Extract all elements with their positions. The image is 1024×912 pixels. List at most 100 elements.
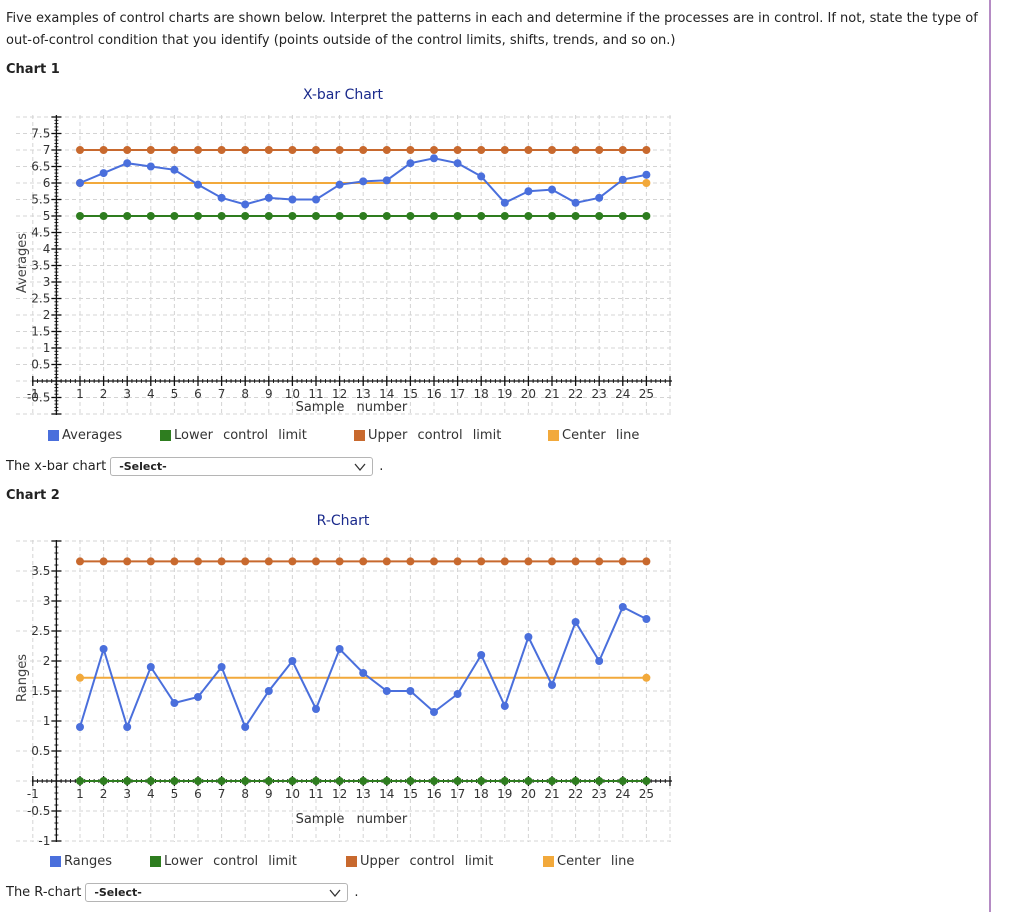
x-axis-label: Sample number — [296, 400, 408, 415]
axes — [32, 115, 672, 415]
svg-text:16: 16 — [426, 387, 441, 401]
svg-text:3: 3 — [43, 594, 51, 608]
svg-text:7: 7 — [218, 387, 226, 401]
legend-swatch — [548, 430, 559, 441]
svg-text:9: 9 — [265, 787, 273, 801]
r-chart-select[interactable]: -Select- — [85, 883, 349, 902]
svg-text:-1: -1 — [38, 834, 50, 848]
chevron-down-icon — [354, 463, 366, 471]
svg-text:2: 2 — [43, 654, 51, 668]
legend-label: Upper control limit — [360, 854, 494, 869]
svg-text:4: 4 — [147, 787, 155, 801]
svg-text:6: 6 — [43, 176, 51, 190]
legend-swatch — [543, 856, 554, 867]
svg-text:25: 25 — [639, 787, 654, 801]
page-right-border — [989, 0, 991, 912]
svg-text:2.5: 2.5 — [31, 292, 50, 306]
svg-text:20: 20 — [521, 787, 536, 801]
legend-swatch — [50, 856, 61, 867]
chart2-heading: Chart 2 — [6, 488, 60, 503]
series-ranges — [76, 603, 651, 731]
y-axis-label: Ranges — [15, 654, 30, 702]
svg-text:4.5: 4.5 — [31, 226, 50, 240]
svg-text:23: 23 — [592, 787, 607, 801]
svg-text:1.5: 1.5 — [31, 684, 50, 698]
svg-text:1.5: 1.5 — [31, 325, 50, 339]
svg-text:13: 13 — [356, 387, 371, 401]
svg-text:5.5: 5.5 — [31, 193, 50, 207]
legend-item: Upper control limit — [354, 428, 501, 443]
legend-label: Ranges — [64, 854, 112, 869]
svg-text:1: 1 — [43, 714, 51, 728]
svg-text:2: 2 — [43, 308, 51, 322]
svg-text:5: 5 — [171, 787, 179, 801]
svg-text:15: 15 — [403, 387, 418, 401]
period: . — [379, 459, 384, 474]
svg-text:2: 2 — [100, 787, 108, 801]
legend-item: Lower control limit — [150, 854, 297, 869]
legend-label: Upper control limit — [368, 428, 502, 443]
svg-text:24: 24 — [615, 787, 630, 801]
legend-swatch — [354, 430, 365, 441]
legend-item: Center line — [548, 428, 639, 443]
svg-text:6: 6 — [194, 787, 202, 801]
xbar-chart-select[interactable]: -Select- — [110, 457, 374, 476]
r-select-value: -Select- — [94, 886, 142, 899]
chart-plot: X-bar Chart -0.5 0.5 1 1.5 2 2.5 3 3.5 4 4.5 5 5.5 6 6… — [15, 87, 672, 415]
svg-text:0.5: 0.5 — [31, 358, 50, 372]
series-upper-control-limit — [76, 146, 651, 154]
svg-text:10: 10 — [285, 387, 300, 401]
svg-text:17: 17 — [450, 387, 465, 401]
svg-text:1: 1 — [76, 787, 84, 801]
series-lower-control-limit — [76, 777, 651, 785]
svg-text:-1: -1 — [27, 787, 39, 801]
legend-item: Averages — [48, 428, 122, 443]
r-chart: R-Chart-1-0.50.511.522.533.5-1 1 2 3 4 5 6 7 8 9 1… — [15, 513, 672, 848]
svg-text:3: 3 — [123, 787, 131, 801]
svg-text:22: 22 — [568, 787, 583, 801]
chart1-heading: Chart 1 — [6, 62, 60, 77]
legend-label: Center line — [562, 428, 640, 443]
svg-text:24: 24 — [615, 387, 630, 401]
xbar-answer-row: The x-bar chart -Select- . — [6, 457, 383, 476]
r-answer-row: The R-chart -Select- . — [6, 883, 358, 902]
tick-labels: -0.50.511.522.533.544.555.566.577.5-1 1 2 3… — [27, 127, 654, 405]
svg-text:14: 14 — [379, 787, 394, 801]
svg-text:3.5: 3.5 — [31, 564, 50, 578]
svg-text:19: 19 — [497, 787, 512, 801]
x-axis-label: Sample number — [296, 812, 408, 827]
svg-text:2: 2 — [100, 387, 108, 401]
svg-text:12: 12 — [332, 387, 347, 401]
svg-text:7.5: 7.5 — [31, 127, 50, 141]
chart-title: X-bar Chart — [303, 87, 384, 103]
svg-text:4: 4 — [147, 387, 155, 401]
svg-text:11: 11 — [308, 787, 323, 801]
period: . — [354, 885, 359, 900]
svg-text:5: 5 — [43, 209, 51, 223]
svg-text:3: 3 — [123, 387, 131, 401]
svg-text:14: 14 — [379, 387, 394, 401]
svg-text:13: 13 — [356, 787, 371, 801]
tick-labels: -1-0.50.511.522.533.5-1 1 2 3 4 5 6 7 8 9 10 11 12 13… — [27, 564, 654, 848]
legend-swatch — [150, 856, 161, 867]
svg-text:22: 22 — [568, 387, 583, 401]
svg-text:3: 3 — [43, 275, 51, 289]
instructions-text: Five examples of control charts are show… — [6, 11, 978, 48]
xbar-answer-label: The x-bar chart — [6, 459, 107, 474]
legend-label: Averages — [62, 428, 123, 443]
legend-label: Lower control limit — [164, 854, 297, 869]
svg-text:15: 15 — [403, 787, 418, 801]
svg-text:9: 9 — [265, 387, 273, 401]
legend-label: Lower control limit — [174, 428, 307, 443]
svg-text:2.5: 2.5 — [31, 624, 50, 638]
svg-text:11: 11 — [308, 387, 323, 401]
svg-text:-1: -1 — [27, 387, 39, 401]
svg-text:6.5: 6.5 — [31, 160, 50, 174]
svg-text:0.5: 0.5 — [31, 744, 50, 758]
legend-item: Ranges — [50, 854, 112, 869]
svg-text:10: 10 — [285, 787, 300, 801]
svg-text:20: 20 — [521, 387, 536, 401]
svg-text:7: 7 — [43, 143, 51, 157]
svg-text:8: 8 — [241, 387, 249, 401]
grid — [16, 540, 672, 842]
